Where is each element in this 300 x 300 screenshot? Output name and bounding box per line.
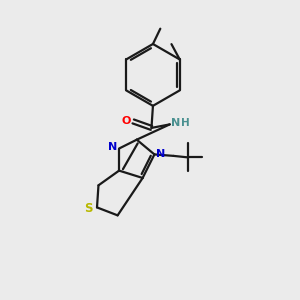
- Text: N: N: [156, 149, 165, 159]
- Text: O: O: [122, 116, 131, 126]
- Text: N: N: [171, 118, 180, 128]
- Text: N: N: [108, 142, 117, 152]
- Text: H: H: [181, 118, 190, 128]
- Text: S: S: [84, 202, 93, 214]
